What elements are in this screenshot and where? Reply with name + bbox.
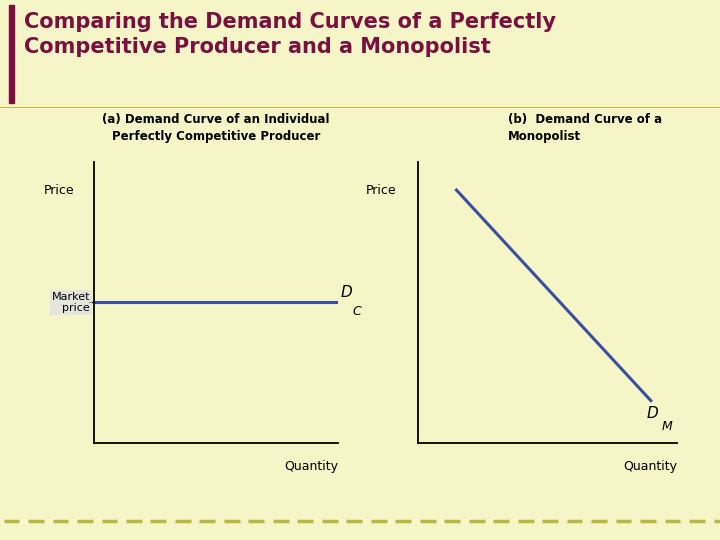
Text: $M$: $M$ xyxy=(661,420,674,433)
Text: $D$: $D$ xyxy=(340,284,353,300)
Text: Comparing the Demand Curves of a Perfectly
Competitive Producer and a Monopolist: Comparing the Demand Curves of a Perfect… xyxy=(24,12,556,57)
Text: Price: Price xyxy=(366,185,397,198)
Text: Quantity: Quantity xyxy=(284,460,338,472)
Bar xyxy=(9,5,14,103)
Text: (b)  Demand Curve of a
Monopolist: (b) Demand Curve of a Monopolist xyxy=(508,113,662,143)
Text: Price: Price xyxy=(43,185,74,198)
Text: (a) Demand Curve of an Individual
Perfectly Competitive Producer: (a) Demand Curve of an Individual Perfec… xyxy=(102,113,330,143)
Text: $C$: $C$ xyxy=(352,305,363,318)
Text: Market
price: Market price xyxy=(51,292,90,313)
Text: $D$: $D$ xyxy=(646,405,659,421)
Text: Quantity: Quantity xyxy=(623,460,677,472)
